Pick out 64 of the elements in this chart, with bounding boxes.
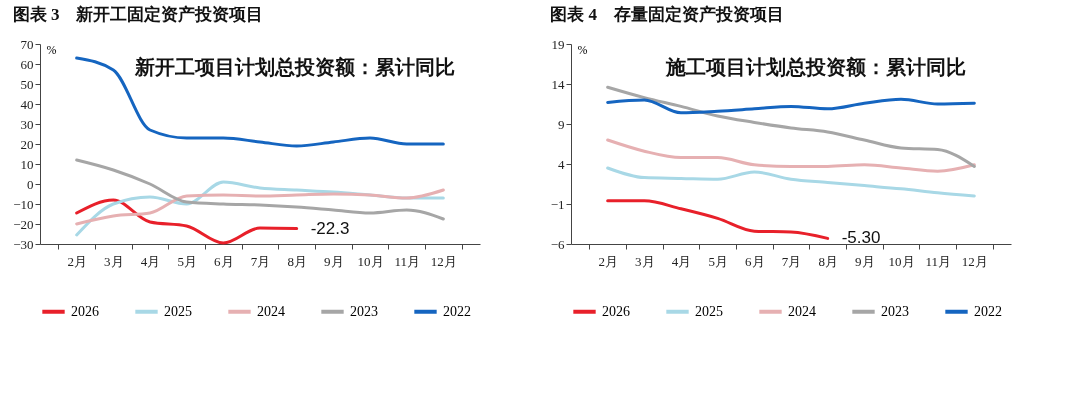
y-tick-label: 0 — [27, 176, 34, 192]
x-tick-label: 11月 — [394, 253, 420, 269]
legend-label: 2024 — [788, 303, 816, 319]
y-tick-label: 14 — [551, 76, 565, 92]
line-series — [75, 158, 445, 221]
legend-label: 2026 — [602, 303, 630, 319]
line-series — [606, 199, 830, 240]
legend-label: 2023 — [350, 303, 378, 319]
chart-title: 图表 4 存量固定资产投资项目 — [550, 5, 784, 24]
x-tick-label: 12月 — [430, 253, 457, 269]
line-series — [606, 85, 976, 168]
line-series — [606, 138, 976, 173]
chart-title: 图表 3 新开工固定资产投资项目 — [12, 5, 264, 24]
x-tick-label: 10月 — [357, 253, 384, 269]
y-tick-label: −20 — [13, 216, 34, 232]
line-series — [75, 198, 299, 245]
x-tick-label: 9月 — [324, 253, 344, 269]
x-tick-label: 8月 — [818, 253, 838, 269]
y-tick-label: −30 — [13, 236, 34, 252]
legend-label: 2023 — [881, 303, 909, 319]
x-tick-label: 4月 — [140, 253, 161, 269]
y-tick-label: −10 — [13, 196, 34, 212]
legend-label: 2026 — [71, 303, 99, 319]
x-tick-label: 5月 — [177, 253, 197, 269]
x-tick-label: 2月 — [67, 253, 87, 269]
y-tick-label: 70 — [20, 36, 34, 52]
legend-label: 2024 — [257, 303, 285, 319]
y-tick-label: 9 — [558, 116, 565, 132]
y-tick-label: −1 — [550, 196, 565, 212]
x-tick-label: 11月 — [925, 253, 951, 269]
y-tick-label: 10 — [20, 156, 34, 172]
y-tick-label: 4 — [558, 156, 565, 172]
x-tick-label: 5月 — [708, 253, 728, 269]
y-tick-label: 19 — [551, 36, 565, 52]
annotation: -5.30 — [841, 228, 881, 248]
legend-label: 2025 — [695, 303, 723, 319]
y-tick-label: 30 — [20, 116, 34, 132]
x-tick-label: 2月 — [598, 253, 618, 269]
legend-label: 2025 — [164, 303, 192, 319]
annotation: -22.3 — [310, 218, 350, 238]
y-tick-label: 40 — [20, 96, 34, 112]
x-tick-label: 6月 — [745, 253, 765, 269]
x-tick-label: 3月 — [104, 253, 124, 269]
x-tick-label: 9月 — [855, 253, 875, 269]
y-axis-title: % — [577, 42, 588, 57]
y-tick-label: 50 — [20, 76, 34, 92]
x-tick-label: 12月 — [961, 253, 988, 269]
x-tick-label: 6月 — [214, 253, 234, 269]
x-tick-label: 10月 — [888, 253, 915, 269]
y-axis-title: % — [46, 42, 57, 57]
line-series — [606, 166, 976, 198]
y-tick-label: −6 — [550, 236, 565, 252]
line-series — [606, 97, 976, 115]
y-tick-label: 20 — [20, 136, 34, 152]
x-tick-label: 8月 — [287, 253, 307, 269]
x-tick-label: 7月 — [781, 253, 802, 269]
x-tick-label: 7月 — [250, 253, 271, 269]
y-tick-label: 60 — [20, 56, 34, 72]
x-tick-label: 3月 — [635, 253, 655, 269]
x-tick-label: 4月 — [671, 253, 692, 269]
annotation: 新开工项目计划总投资额：累计同比 — [134, 56, 455, 78]
legend-label: 2022 — [974, 303, 1002, 319]
legend-label: 2022 — [443, 303, 471, 319]
annotation: 施工项目计划总投资额：累计同比 — [665, 56, 966, 78]
